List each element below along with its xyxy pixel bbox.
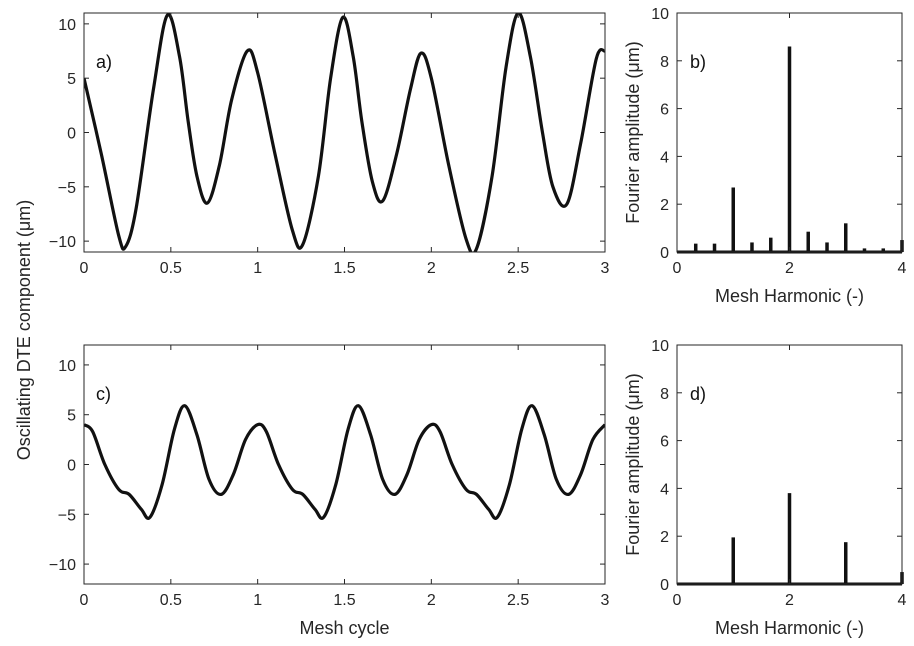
x-tick-label-c-3: 1.5 xyxy=(333,592,355,609)
y-tick-label-b-1: 2 xyxy=(660,197,669,214)
x-tick-label-a-2: 1 xyxy=(253,260,262,277)
y-axis-label-b: Fourier amplitude (μm) xyxy=(623,41,643,223)
y-tick-label-c-3: 5 xyxy=(67,408,76,425)
panel-label-a: a) xyxy=(96,52,112,72)
series-line-c-0 xyxy=(84,404,605,520)
y-tick-label-d-4: 8 xyxy=(660,386,669,403)
x-tick-label-b-2: 4 xyxy=(898,260,907,277)
y-tick-label-d-1: 2 xyxy=(660,529,669,546)
y-tick-label-a-2: 0 xyxy=(67,126,76,143)
x-tick-label-d-1: 2 xyxy=(785,592,794,609)
y-tick-label-b-2: 4 xyxy=(660,149,669,166)
axes-box-c xyxy=(83,344,606,585)
x-tick-label-c-5: 2.5 xyxy=(507,592,529,609)
x-axis-label-b: Mesh Harmonic (-) xyxy=(715,286,864,306)
x-axis-label-d: Mesh Harmonic (-) xyxy=(715,618,864,638)
x-tick-label-a-0: 0 xyxy=(80,260,89,277)
x-tick-label-d-0: 0 xyxy=(673,592,682,609)
y-tick-label-a-0: −10 xyxy=(49,234,76,251)
x-tick-label-b-0: 0 xyxy=(673,260,682,277)
y-tick-label-b-4: 8 xyxy=(660,54,669,71)
chart-panel-d: 0 2 4 0 2 4 6 8 10 d) Mesh Harmonic (-) Fourier amp… xyxy=(623,338,907,638)
chart-panel-c: 0 0.5 1 1.5 2 2.5 3 −10 −5 0 5 10 c) Mesh cycle xyxy=(49,344,610,638)
chart-panel-a: 0 0.5 1 1.5 2 2.5 3 −10 −5 0 5 10 a) xyxy=(49,12,610,277)
y-axis-label-d: Fourier amplitude (μm) xyxy=(623,373,643,555)
x-tick-label-c-2: 1 xyxy=(253,592,262,609)
x-tick-label-c-1: 0.5 xyxy=(160,592,182,609)
x-tick-label-c-6: 3 xyxy=(601,592,610,609)
y-tick-label-c-1: −5 xyxy=(58,507,76,524)
x-tick-label-b-1: 2 xyxy=(785,260,794,277)
x-tick-label-a-4: 2 xyxy=(427,260,436,277)
y-tick-label-d-0: 0 xyxy=(660,577,669,594)
x-tick-label-a-3: 1.5 xyxy=(333,260,355,277)
chart-panel-b: 0 2 4 0 2 4 6 8 10 b) Mesh Harmonic (-) Fourier amp… xyxy=(623,6,907,306)
x-tick-label-a-6: 3 xyxy=(601,260,610,277)
y-tick-label-c-4: 10 xyxy=(58,358,76,375)
y-tick-label-b-0: 0 xyxy=(660,245,669,262)
y-tick-label-b-5: 10 xyxy=(651,6,669,23)
y-tick-label-a-4: 10 xyxy=(58,17,76,34)
panel-label-d: d) xyxy=(690,384,706,404)
y-tick-label-c-0: −10 xyxy=(49,557,76,574)
panel-label-b: b) xyxy=(690,52,706,72)
y-tick-label-a-1: −5 xyxy=(58,180,76,197)
panel-label-c: c) xyxy=(96,384,111,404)
y-tick-label-c-2: 0 xyxy=(67,458,76,475)
y-tick-label-a-3: 5 xyxy=(67,71,76,88)
y-tick-label-d-2: 4 xyxy=(660,481,669,498)
axes-box-a xyxy=(83,12,606,253)
x-tick-label-a-5: 2.5 xyxy=(507,260,529,277)
x-tick-label-c-4: 2 xyxy=(427,592,436,609)
y-tick-label-b-3: 6 xyxy=(660,102,669,119)
x-axis-label-c: Mesh cycle xyxy=(299,618,389,638)
x-tick-label-d-2: 4 xyxy=(898,592,907,609)
y-tick-label-d-5: 10 xyxy=(651,338,669,355)
y-tick-label-d-3: 6 xyxy=(660,434,669,451)
series-line-a-0 xyxy=(84,13,605,252)
x-tick-label-a-1: 0.5 xyxy=(160,260,182,277)
shared-y-axis-label: Oscillating DTE component (μm) xyxy=(14,200,34,460)
x-tick-label-c-0: 0 xyxy=(80,592,89,609)
